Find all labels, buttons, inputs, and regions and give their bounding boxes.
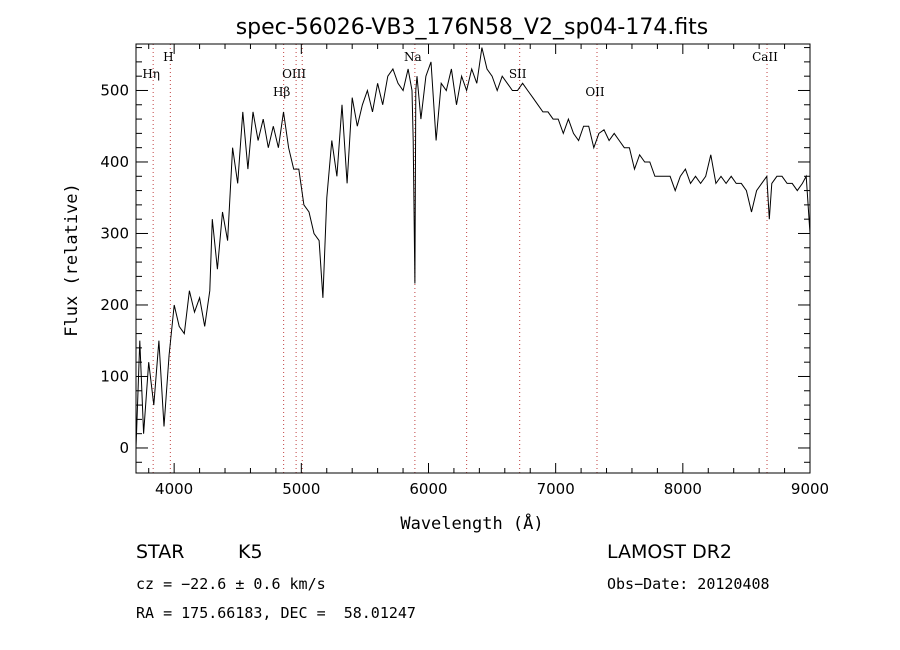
spectral-line-label: H	[163, 50, 173, 64]
spectral-subclass: K5	[238, 541, 263, 563]
spectral-line-label: OII	[585, 85, 605, 99]
spectral-line-label: SII	[509, 67, 527, 81]
spectrum-line	[135, 47, 811, 449]
x-tick-label: 8000	[664, 480, 702, 498]
y-tick-label: 500	[100, 81, 129, 99]
spectral-line-label: OIII	[282, 67, 306, 81]
spectrum-chart: spec-56026-VB3_176N58_V2_sp04-174.fits H…	[62, 15, 829, 534]
y-tick-label: 200	[100, 296, 129, 314]
y-tick-label: 0	[119, 439, 129, 457]
spectral-line-label: CaII	[752, 50, 778, 64]
spectral-line-label: Na	[404, 50, 422, 64]
x-tick-label: 4000	[155, 480, 193, 498]
x-tick-label: 9000	[791, 480, 829, 498]
y-tick-label: 400	[100, 153, 129, 171]
object-class: STAR	[136, 541, 185, 563]
survey-name: LAMOST DR2	[607, 541, 732, 563]
y-axis-label: Flux (relative)	[62, 183, 82, 337]
redshift-velocity: cz = −22.6 ± 0.6 km/s	[136, 575, 326, 593]
y-tick-label: 100	[100, 367, 129, 385]
x-tick-label: 5000	[282, 480, 320, 498]
plot-frame	[135, 43, 811, 474]
coordinates: RA = 175.66183, DEC = 58.01247	[136, 604, 416, 622]
observation-date: Obs−Date: 20120408	[607, 575, 770, 593]
spectral-line-label: Hη	[142, 67, 160, 81]
x-tick-label: 6000	[409, 480, 447, 498]
y-tick-label: 300	[100, 224, 129, 242]
spectral-line-label: Hβ	[273, 85, 290, 99]
x-tick-label: 7000	[537, 480, 575, 498]
chart-title: spec-56026-VB3_176N58_V2_sp04-174.fits	[236, 15, 709, 40]
x-axis-label: Wavelength (Å)	[400, 512, 543, 534]
